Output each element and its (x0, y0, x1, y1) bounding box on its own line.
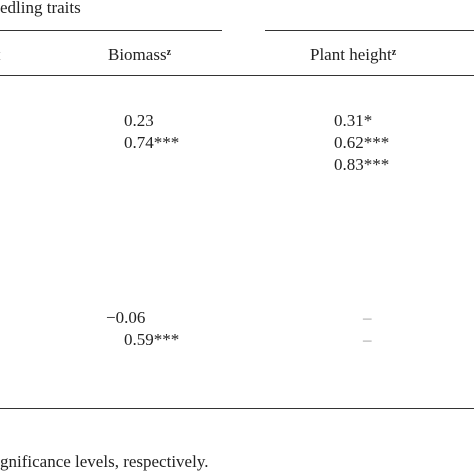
cell: 0.74*** (124, 133, 180, 152)
superscript: z (391, 47, 397, 58)
bottom-rule (0, 408, 474, 409)
column-header: Plant heightz (310, 45, 396, 65)
header-rule (0, 75, 474, 76)
stub-header: t (0, 45, 1, 65)
superscript: z (166, 47, 172, 58)
cell: – (363, 330, 372, 349)
column-header: Biomassz (108, 45, 171, 65)
spanner-rule (0, 30, 222, 31)
cell: 0.59*** (124, 330, 180, 349)
column-label: Plant height (310, 45, 392, 64)
spanner-rule (265, 30, 474, 31)
spanner-title: edling traits (0, 0, 81, 17)
cell: 0.62*** (334, 133, 390, 152)
cell: 0.31* (334, 111, 373, 130)
cell: 0.23 (124, 111, 154, 130)
column-label: Biomass (108, 45, 167, 64)
footnote: gnificance levels, respectively. (0, 452, 209, 471)
cell: 0.83*** (334, 155, 390, 174)
cell: −0.06 (106, 308, 146, 327)
cell: – (363, 308, 372, 327)
